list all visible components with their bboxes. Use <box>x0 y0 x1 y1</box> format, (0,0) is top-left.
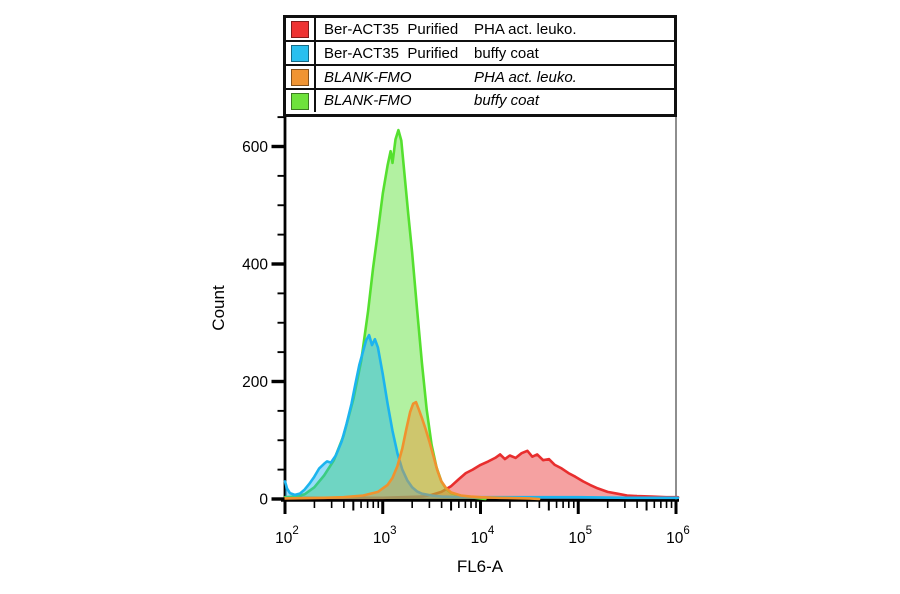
legend-sample-label: PHA act. leuko. <box>474 21 577 38</box>
series-blank-fmo-pha-fill <box>285 402 540 499</box>
legend-reagent-label: BLANK-FMO <box>324 69 412 86</box>
y-axis-title: Count <box>209 285 228 331</box>
y-tick-label: 200 <box>242 374 268 391</box>
legend-row-blank-fmo-pha: BLANK-FMO PHA act. leuko. <box>286 66 674 90</box>
x-tick-label: 104 <box>471 525 495 547</box>
x-tick-label: 106 <box>666 525 690 547</box>
legend-reagent-label: Ber-ACT35 Purified <box>324 45 459 62</box>
legend-box: Ber-ACT35 Purified PHA act. leuko. Ber-A… <box>283 15 677 117</box>
x-tick-label: 103 <box>373 525 397 547</box>
y-axis-ticks <box>271 116 285 501</box>
legend-swatch-cell <box>286 66 316 88</box>
legend-row-blank-fmo-buffy: BLANK-FMO buffy coat <box>286 90 674 112</box>
x-axis-ticks <box>283 501 678 514</box>
series-blank-fmo-pha-curve <box>283 400 541 501</box>
legend-row-ber-act35-pha: Ber-ACT35 Purified PHA act. leuko. <box>286 18 674 42</box>
legend-swatch-cell <box>286 90 316 112</box>
y-tick-label: 400 <box>242 257 268 274</box>
histogram-curves <box>283 128 680 501</box>
red-swatch-icon <box>291 20 309 38</box>
cyan-swatch-icon <box>291 44 309 62</box>
legend-reagent-label: Ber-ACT35 Purified <box>324 21 459 38</box>
series-ber-act35-purified-pha-fill <box>285 450 678 499</box>
series-ber-act35-purified-pha-curve <box>283 449 680 500</box>
y-tick-label: 600 <box>242 139 268 156</box>
series-ber-act35-purified-buffy-curve <box>283 333 680 500</box>
y-tick-label: 0 <box>259 492 268 509</box>
y-axis-tick-labels: 0 200 400 600 <box>242 139 268 509</box>
x-axis-tick-labels: 102 103 104 105 106 <box>275 525 690 547</box>
x-tick-label: 102 <box>275 525 299 547</box>
legend-swatch-cell <box>286 18 316 40</box>
legend-sample-label: buffy coat <box>474 92 540 109</box>
series-blank-fmo-buffy-fill <box>285 130 486 499</box>
x-axis-title: FL6-A <box>457 557 504 576</box>
legend-sample-label: buffy coat <box>474 45 539 62</box>
plot-frame <box>281 117 679 502</box>
green-swatch-icon <box>291 92 309 110</box>
orange-swatch-icon <box>291 68 309 86</box>
series-ber-act35-purified-buffy-fill <box>285 335 678 499</box>
x-tick-label: 105 <box>568 525 592 547</box>
legend-row-ber-act35-buffy: Ber-ACT35 Purified buffy coat <box>286 42 674 66</box>
legend-reagent-label: BLANK-FMO <box>324 92 412 109</box>
legend-sample-label: PHA act. leuko. <box>474 69 577 86</box>
legend-swatch-cell <box>286 42 316 64</box>
